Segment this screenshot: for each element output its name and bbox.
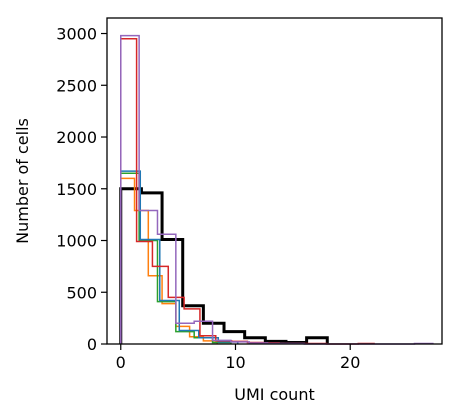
x-tick-label: 0	[116, 353, 126, 372]
y-tick-label: 0	[87, 335, 97, 354]
y-tick-label: 1500	[56, 180, 97, 199]
histogram-series-4	[120, 170, 239, 344]
plot-frame	[106, 17, 443, 345]
y-tick-label: 500	[66, 283, 97, 302]
y-tick-label: 1000	[56, 232, 97, 251]
histogram-series-5	[120, 37, 375, 345]
x-axis-label: UMI count	[234, 385, 314, 404]
series-layer	[119, 34, 434, 345]
histogram-series-2	[120, 177, 218, 344]
y-tick-label: 3000	[56, 25, 97, 44]
ticks-layer: 0 10 20 0 500 1000 1500 2000 2500 3000	[56, 25, 360, 372]
histogram-series-1	[119, 187, 329, 344]
y-tick-label: 2000	[56, 128, 97, 147]
x-tick-label: 10	[225, 353, 245, 372]
x-tick-label: 20	[340, 353, 360, 372]
y-axis-label: Number of cells	[13, 118, 32, 244]
y-tick-label: 2500	[56, 76, 97, 95]
